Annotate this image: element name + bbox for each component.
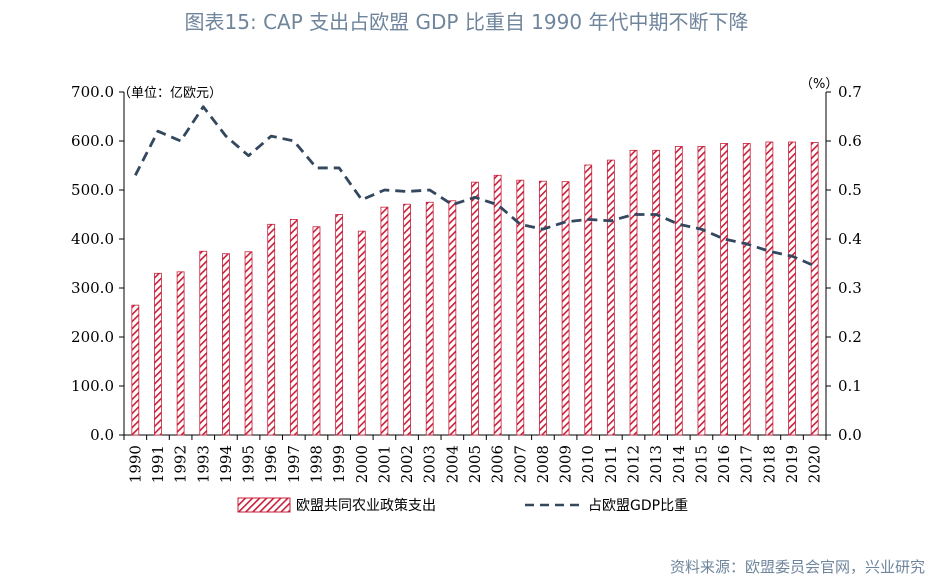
- right-tick-label: 0.1: [838, 377, 862, 395]
- bar: [244, 251, 253, 436]
- bars-group: [131, 141, 819, 436]
- bar: [652, 149, 661, 436]
- gdp-share-line: [134, 105, 816, 268]
- source-note: 资料来源：欧盟委员会官网，兴业研究: [669, 558, 925, 576]
- legend-line-label: 占欧盟GDP比重: [588, 498, 688, 514]
- right-axis-unit: （%）: [800, 77, 838, 92]
- x-tick-label: 1994: [217, 445, 235, 483]
- bar: [697, 145, 706, 436]
- right-tick-label: 0.4: [838, 230, 862, 248]
- legend-bar-label: 欧盟共同农业政策支出: [296, 497, 436, 514]
- x-tick-label: 2003: [421, 445, 439, 483]
- bar: [720, 143, 728, 436]
- left-tick-label: 0.0: [90, 426, 114, 444]
- x-tick-label: 2020: [806, 445, 824, 483]
- x-tick-label: 2014: [670, 445, 688, 483]
- left-tick-label: 500.0: [71, 181, 114, 199]
- bar: [335, 214, 344, 436]
- bar: [629, 149, 638, 436]
- bar: [584, 164, 593, 436]
- x-tick-label: 2002: [398, 445, 416, 483]
- bar: [516, 179, 525, 436]
- x-tick-label: 2009: [557, 445, 575, 483]
- x-tick-label: 2004: [443, 445, 461, 483]
- x-tick-label: 1991: [149, 445, 167, 483]
- bar: [267, 223, 276, 436]
- left-tick-label: 600.0: [71, 132, 114, 150]
- x-tick-label: 2013: [647, 445, 665, 483]
- bar: [403, 203, 411, 436]
- right-tick-label: 0.5: [838, 181, 862, 199]
- bar: [810, 142, 819, 436]
- x-tick-label: 2005: [466, 445, 484, 483]
- x-tick-label: 2019: [783, 445, 801, 483]
- bar: [199, 250, 208, 436]
- right-tick-label: 0.2: [838, 328, 862, 346]
- x-tick-label: 2010: [579, 445, 597, 483]
- left-axis-unit: （单位：亿欧元）: [118, 86, 222, 101]
- bar: [742, 143, 751, 436]
- x-tick-label: 1998: [307, 445, 325, 483]
- x-tick-label: 1995: [240, 445, 258, 483]
- bar: [425, 201, 434, 436]
- bar: [312, 226, 321, 436]
- x-tick-label: 2011: [602, 445, 620, 483]
- line-group: [134, 105, 816, 268]
- labels-group: 0.0 100.0 200.0 300.0 400.0 500.0 600.0 700.0 0.…: [71, 83, 862, 483]
- x-tick-label: 2008: [534, 445, 552, 483]
- left-tick-label: 100.0: [71, 377, 114, 395]
- x-tick-label: 2000: [353, 445, 371, 483]
- x-tick-label: 1992: [172, 445, 190, 483]
- bar: [674, 145, 683, 436]
- left-tick-label: 700.0: [71, 83, 114, 101]
- x-tick-label: 1997: [285, 445, 303, 483]
- bar: [154, 272, 162, 436]
- x-tick-label: 1999: [330, 445, 348, 483]
- bar: [380, 206, 389, 436]
- x-tick-label: 2012: [625, 445, 643, 483]
- bar: [289, 218, 298, 436]
- bar: [606, 159, 615, 436]
- x-tick-label: 1996: [262, 445, 280, 483]
- bar: [357, 230, 366, 436]
- x-tick-label: 1990: [126, 445, 144, 483]
- bar: [765, 141, 774, 436]
- legend-bar-swatch: [237, 497, 291, 513]
- x-tick-label: 2018: [760, 445, 778, 483]
- x-tick-label: 2006: [489, 445, 507, 483]
- left-tick-label: 200.0: [71, 328, 114, 346]
- x-tick-label: 2001: [375, 445, 393, 483]
- bar: [493, 174, 502, 436]
- x-tick-label: 1993: [194, 445, 212, 483]
- bar: [448, 200, 457, 436]
- x-tick-label: 2007: [511, 445, 529, 483]
- bar: [561, 181, 570, 436]
- x-tick-label: 2016: [715, 445, 733, 483]
- legend: 欧盟共同农业政策支出 占欧盟GDP比重: [237, 497, 688, 514]
- bar: [788, 141, 796, 436]
- right-tick-label: 0.7: [838, 83, 862, 101]
- left-tick-label: 300.0: [71, 279, 114, 297]
- right-tick-label: 0.3: [838, 279, 862, 297]
- bar: [539, 180, 547, 436]
- x-tick-label: 2017: [738, 445, 756, 483]
- left-tick-label: 400.0: [71, 230, 114, 248]
- bar: [222, 253, 230, 436]
- right-tick-label: 0.0: [838, 426, 862, 444]
- bar: [471, 181, 479, 436]
- bar: [176, 271, 185, 436]
- bar: [131, 304, 140, 436]
- right-tick-label: 0.6: [838, 132, 862, 150]
- x-tick-label: 2015: [692, 445, 710, 483]
- chart-title: 图表15: CAP 支出占欧盟 GDP 比重自 1990 年代中期不断下降: [184, 10, 749, 34]
